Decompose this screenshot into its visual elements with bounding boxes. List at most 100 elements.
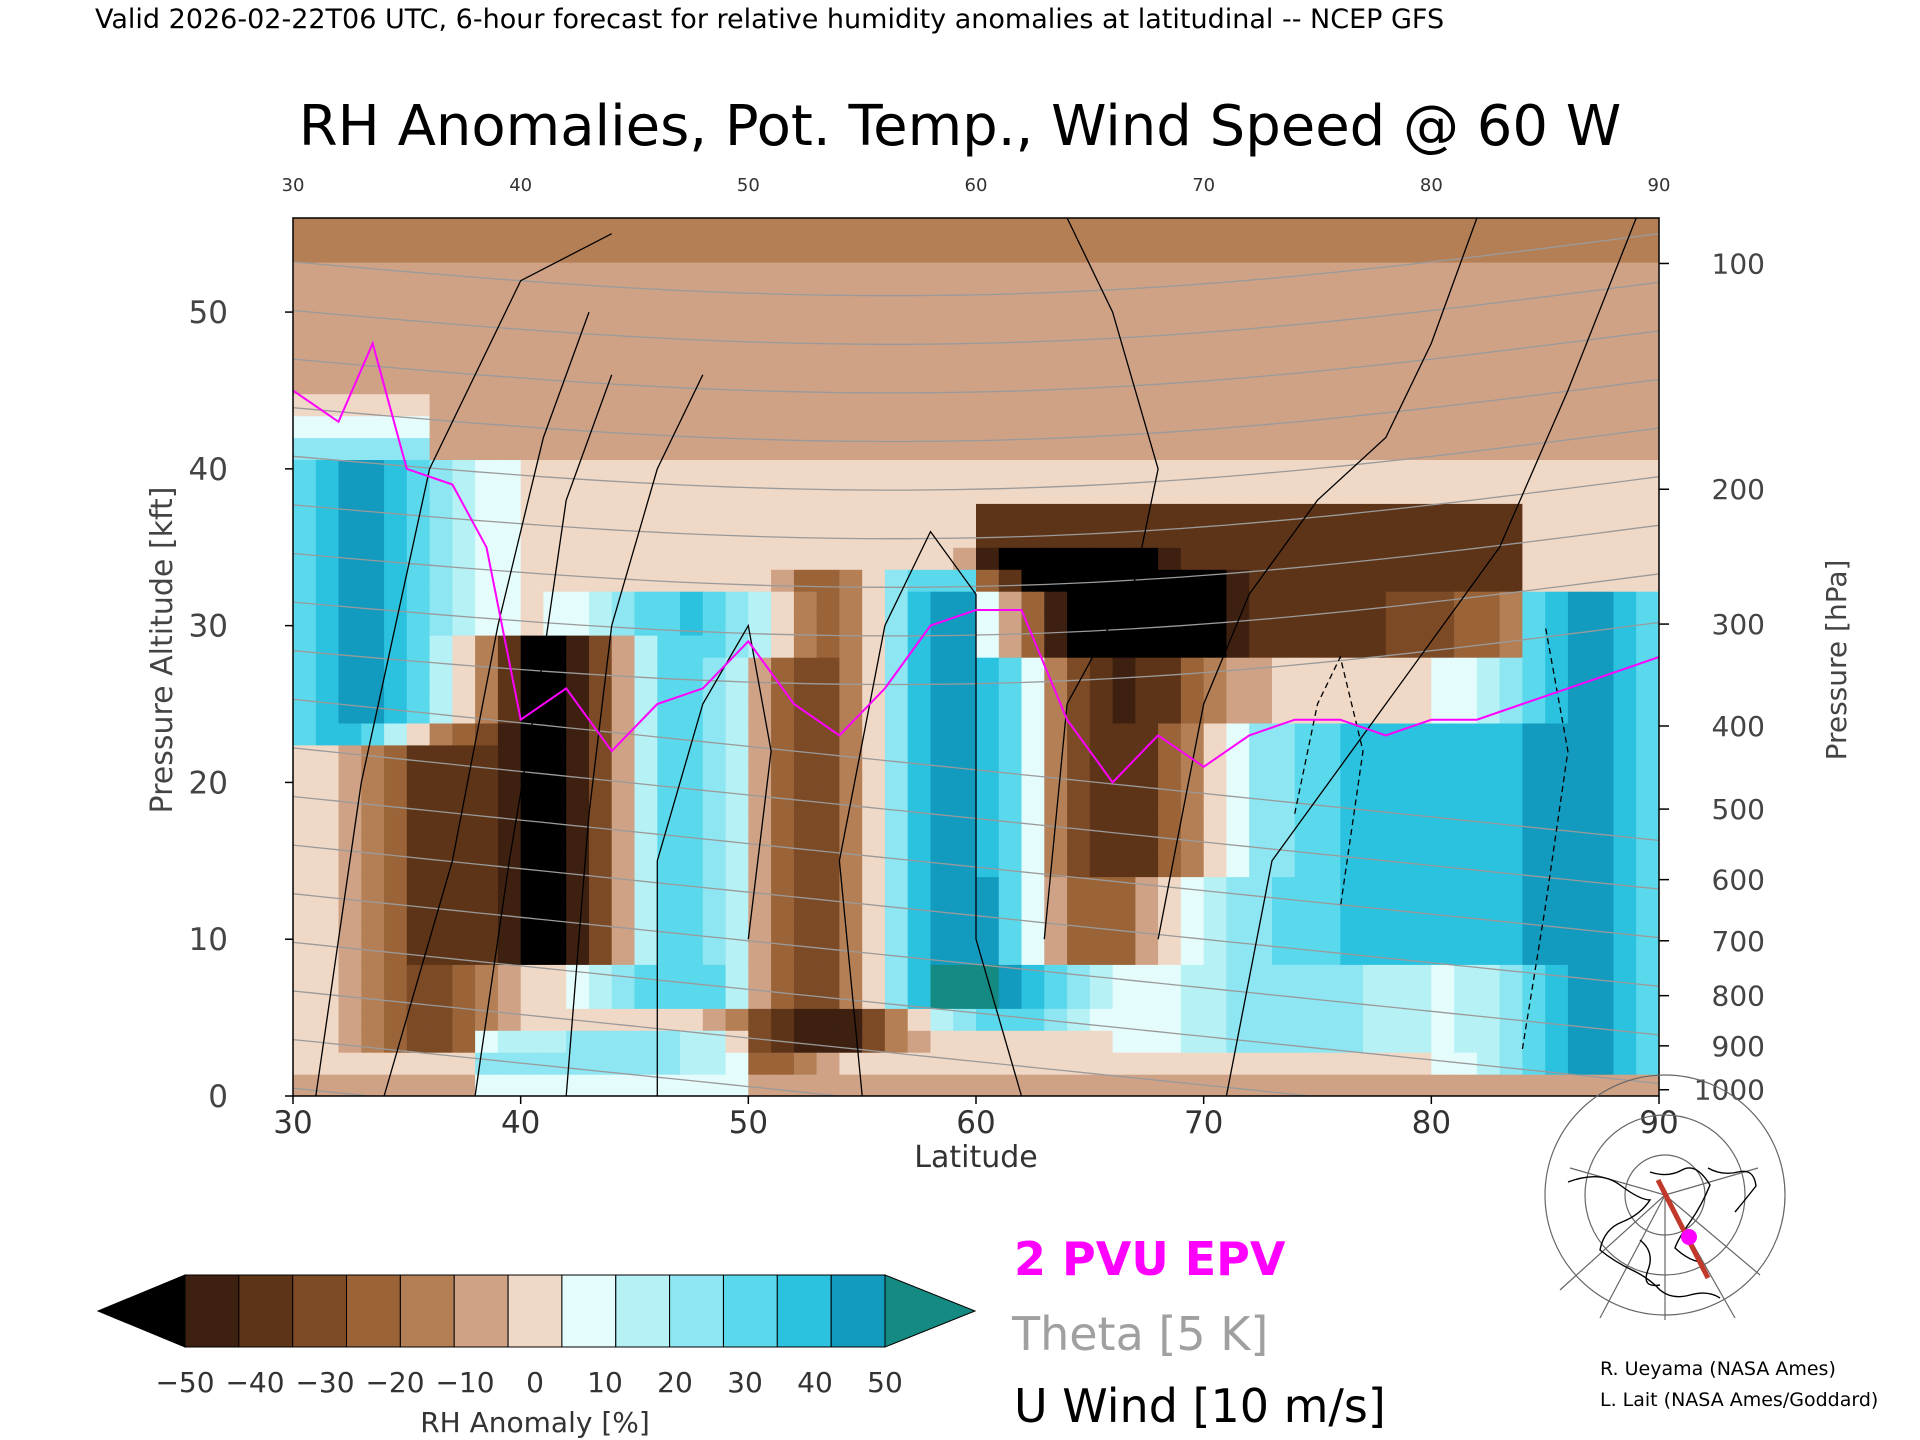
rh-cell xyxy=(293,876,317,899)
rh-cell xyxy=(907,1008,932,1031)
rh-cell xyxy=(1636,832,1659,856)
rh-cell xyxy=(884,942,909,965)
rh-cell xyxy=(907,942,932,965)
rh-cell xyxy=(1180,415,1205,439)
rh-cell xyxy=(1067,744,1091,768)
rh-cell xyxy=(1317,283,1341,307)
rh-cell xyxy=(1454,393,1478,417)
rh-cell xyxy=(702,1008,727,1031)
rh-cell xyxy=(680,635,704,658)
rh-cell xyxy=(1522,1074,1546,1096)
rh-cell xyxy=(1363,700,1387,724)
rh-cell xyxy=(1089,437,1114,460)
rh-cell xyxy=(657,1030,681,1053)
rh-cell xyxy=(384,964,408,987)
rh-cell xyxy=(839,569,863,592)
rh-cell xyxy=(384,986,408,1009)
rh-cell xyxy=(589,832,613,856)
rh-cell xyxy=(497,788,522,812)
rh-cell xyxy=(862,766,886,790)
rh-cell xyxy=(1135,854,1159,878)
rh-cell xyxy=(1567,635,1592,658)
rh-cell xyxy=(839,613,863,636)
rh-cell xyxy=(1021,657,1045,680)
rh-cell xyxy=(361,327,385,351)
rh-cell xyxy=(1454,459,1478,483)
rh-cell xyxy=(1567,283,1592,307)
rh-cell xyxy=(361,283,385,307)
rh-cell xyxy=(1135,613,1159,636)
rh-cell xyxy=(293,459,317,483)
rh-cell xyxy=(976,613,1000,636)
rh-cell xyxy=(1226,569,1250,592)
rh-cell xyxy=(930,635,954,658)
rh-cell xyxy=(1044,327,1068,351)
rh-cell xyxy=(361,832,385,856)
rh-cell xyxy=(1590,591,1615,614)
rh-cell xyxy=(452,986,476,1009)
rh-cell xyxy=(816,635,840,658)
rh-cell xyxy=(998,1052,1023,1075)
rh-cell xyxy=(748,393,772,417)
rh-cell xyxy=(429,327,453,351)
colorbar-cells xyxy=(96,1274,977,1348)
rh-cell xyxy=(1431,437,1455,460)
rh-cell xyxy=(406,218,431,219)
rh-cell xyxy=(1408,920,1432,943)
rh-cell xyxy=(611,1052,636,1075)
rh-cell xyxy=(816,1074,840,1096)
rh-cell xyxy=(1158,218,1182,219)
rh-cell xyxy=(1249,964,1273,987)
rh-cell xyxy=(771,437,795,460)
rh-cell xyxy=(429,218,453,241)
rh-cell xyxy=(1363,964,1387,987)
rh-cell xyxy=(497,635,522,658)
rh-cell xyxy=(1454,810,1478,834)
rh-cell xyxy=(998,898,1023,921)
rh-cell xyxy=(1385,854,1410,878)
rh-cell xyxy=(1454,371,1478,395)
rh-cell xyxy=(293,393,317,417)
rh-cell xyxy=(520,591,545,614)
colorbar-tick-label: −50 xyxy=(155,1366,214,1399)
rh-cell xyxy=(1044,481,1068,504)
rh-cell xyxy=(520,657,545,680)
rh-cell xyxy=(998,459,1023,483)
rh-cell xyxy=(1067,1030,1091,1053)
rh-cell xyxy=(1476,218,1501,219)
rh-cell xyxy=(1363,942,1387,965)
rh-cell xyxy=(452,371,476,395)
rh-cell xyxy=(793,261,818,285)
rh-cell xyxy=(1590,261,1615,285)
rh-cell xyxy=(907,218,932,219)
rh-cell xyxy=(1363,986,1387,1009)
rh-cell xyxy=(998,744,1023,768)
rh-cell xyxy=(998,240,1023,263)
rh-cell xyxy=(1226,788,1250,812)
rh-cell xyxy=(884,986,909,1009)
rh-cell xyxy=(452,591,476,614)
rh-cell xyxy=(839,240,863,263)
rh-cell xyxy=(1067,371,1091,395)
rh-cell xyxy=(634,635,658,658)
rh-cell xyxy=(543,679,567,702)
rh-cell xyxy=(1431,393,1455,417)
rh-cell xyxy=(406,635,431,658)
rh-cell xyxy=(361,1052,385,1075)
rh-cell xyxy=(839,1052,863,1075)
rh-cell xyxy=(657,832,681,856)
rh-cell xyxy=(1522,613,1546,636)
rh-cell xyxy=(1203,393,1228,417)
rh-cell xyxy=(1567,920,1592,943)
rh-cell xyxy=(1089,261,1114,285)
rh-cell xyxy=(589,854,613,878)
rh-cell xyxy=(953,218,977,241)
rh-cell xyxy=(1567,393,1592,417)
rh-cell xyxy=(1636,766,1659,790)
rh-cell xyxy=(907,481,932,504)
rh-cell xyxy=(452,876,476,899)
rh-cell xyxy=(1476,437,1501,460)
rh-cell xyxy=(771,481,795,504)
rh-cell xyxy=(1067,218,1091,241)
